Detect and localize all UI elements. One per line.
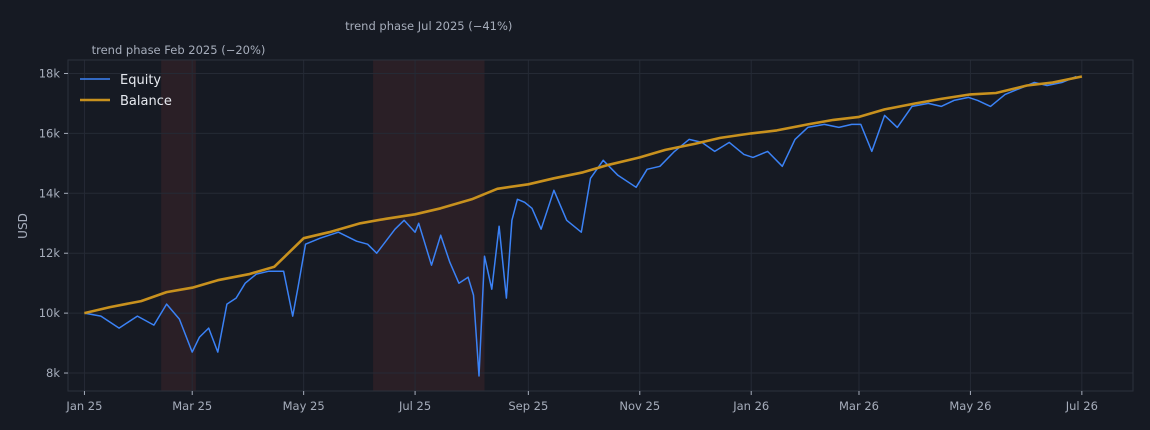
x-axis-ticks: Jan 25 Mar 25 May 25 Jul 25 Sep 25 Nov 25 Jan … <box>65 391 1098 413</box>
y-axis-ticks: 8k 10k 12k 14k 16k 18k <box>39 66 68 380</box>
y-tick-label-3: 14k <box>39 186 61 200</box>
series-line-equity <box>84 75 1077 377</box>
x-tick-label-3: Jul 25 <box>398 399 431 413</box>
gridlines <box>68 60 1133 391</box>
x-tick-label-5: Nov 25 <box>619 399 660 413</box>
x-tick-label-6: Jan 26 <box>732 399 769 413</box>
shaded-period-0 <box>161 60 196 391</box>
y-tick-label-4: 16k <box>39 126 61 140</box>
legend: Equity Balance <box>80 73 172 109</box>
series-line-balance <box>84 75 1083 315</box>
period-annotations: trend phase Feb 2025 (−20%) trend phase J… <box>92 19 513 57</box>
x-tick-label-4: Sep 25 <box>508 399 548 413</box>
series-lines <box>84 75 1083 377</box>
period-annotation-1: trend phase Jul 2025 (−41%) <box>345 19 512 33</box>
x-tick-label-0: Jan 25 <box>65 399 102 413</box>
plot-border <box>67 59 1134 392</box>
y-axis-title: USD <box>16 213 30 239</box>
x-tick-label-2: May 25 <box>283 399 325 413</box>
shaded-periods <box>161 60 485 391</box>
y-tick-label-2: 12k <box>39 246 61 260</box>
x-tick-label-8: May 26 <box>949 399 991 413</box>
y-tick-label-1: 10k <box>39 306 61 320</box>
legend-label-balance: Balance <box>120 94 172 109</box>
shaded-period-1 <box>373 60 485 391</box>
y-tick-label-0: 8k <box>46 366 60 380</box>
y-tick-label-5: 18k <box>39 66 61 80</box>
x-tick-label-9: Jul 26 <box>1065 399 1098 413</box>
plot-background <box>68 60 1133 391</box>
period-annotation-0: trend phase Feb 2025 (−20%) <box>92 43 266 57</box>
x-tick-label-1: Mar 25 <box>172 399 212 413</box>
x-tick-label-7: Mar 26 <box>839 399 879 413</box>
legend-label-equity: Equity <box>120 73 161 88</box>
